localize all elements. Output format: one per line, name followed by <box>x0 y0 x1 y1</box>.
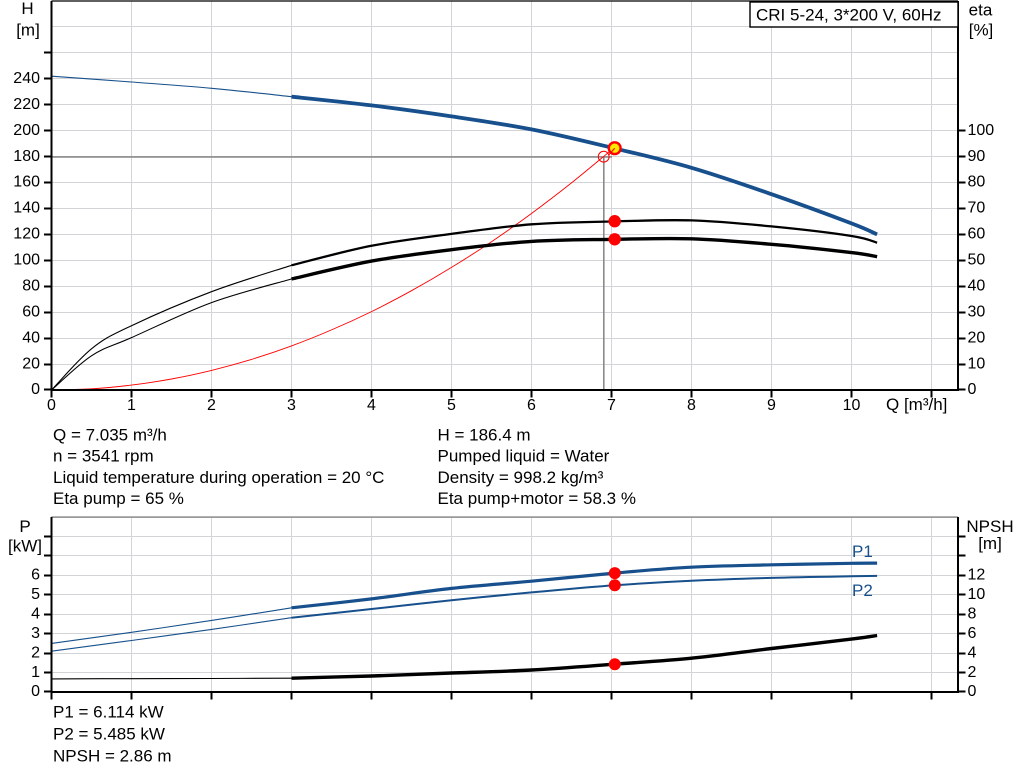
svg-text:NPSH = 2.86 m: NPSH = 2.86 m <box>53 747 172 766</box>
svg-text:P2: P2 <box>852 581 873 600</box>
svg-text:1: 1 <box>31 664 40 681</box>
svg-text:Q [m³/h]: Q [m³/h] <box>886 395 947 414</box>
svg-text:60: 60 <box>968 226 986 243</box>
svg-text:P1 = 6.114 kW: P1 = 6.114 kW <box>53 703 164 722</box>
svg-text:6: 6 <box>31 567 40 584</box>
svg-text:Liquid temperature during oper: Liquid temperature during operation = 20… <box>53 468 384 487</box>
svg-text:6: 6 <box>527 397 536 414</box>
svg-text:[m]: [m] <box>16 21 40 40</box>
svg-text:eta: eta <box>969 1 993 20</box>
svg-text:1: 1 <box>127 397 136 414</box>
svg-text:NPSH: NPSH <box>966 517 1013 536</box>
svg-text:0: 0 <box>968 381 977 398</box>
svg-text:70: 70 <box>968 200 986 217</box>
svg-text:240: 240 <box>13 70 40 87</box>
svg-text:20: 20 <box>22 355 40 372</box>
svg-text:n = 3541 rpm: n = 3541 rpm <box>53 447 154 466</box>
svg-text:40: 40 <box>22 329 40 346</box>
svg-text:Eta pump+motor = 58.3 %: Eta pump+motor = 58.3 % <box>438 489 636 508</box>
svg-text:2: 2 <box>31 644 40 661</box>
svg-text:8: 8 <box>687 397 696 414</box>
svg-text:80: 80 <box>22 278 40 295</box>
svg-text:200: 200 <box>13 122 40 139</box>
svg-text:6: 6 <box>968 625 977 642</box>
svg-text:20: 20 <box>968 329 986 346</box>
svg-text:60: 60 <box>22 303 40 320</box>
svg-text:180: 180 <box>13 148 40 165</box>
svg-text:4: 4 <box>367 397 376 414</box>
svg-text:80: 80 <box>968 174 986 191</box>
svg-text:3: 3 <box>287 397 296 414</box>
svg-text:90: 90 <box>968 148 986 165</box>
svg-text:140: 140 <box>13 200 40 217</box>
svg-text:9: 9 <box>767 397 776 414</box>
svg-text:50: 50 <box>968 252 986 269</box>
svg-text:P1: P1 <box>852 542 873 561</box>
svg-text:0: 0 <box>31 683 40 700</box>
svg-text:0: 0 <box>47 397 56 414</box>
svg-text:Pumped liquid = Water: Pumped liquid = Water <box>438 447 610 466</box>
svg-text:Density = 998.2 kg/m³: Density = 998.2 kg/m³ <box>438 468 604 487</box>
svg-text:10: 10 <box>843 397 861 414</box>
svg-text:Q = 7.035 m³/h: Q = 7.035 m³/h <box>53 426 167 445</box>
svg-text:220: 220 <box>13 96 40 113</box>
svg-text:Eta pump = 65 %: Eta pump = 65 % <box>53 489 184 508</box>
svg-text:0: 0 <box>31 381 40 398</box>
svg-text:[kW]: [kW] <box>8 537 42 556</box>
svg-text:4: 4 <box>968 644 977 661</box>
svg-text:2: 2 <box>207 397 216 414</box>
svg-text:H: H <box>21 0 33 18</box>
svg-text:120: 120 <box>13 226 40 243</box>
svg-text:H = 186.4 m: H = 186.4 m <box>438 426 531 445</box>
svg-text:160: 160 <box>13 174 40 191</box>
svg-text:7: 7 <box>607 397 616 414</box>
svg-text:5: 5 <box>447 397 456 414</box>
svg-text:10: 10 <box>968 586 986 603</box>
svg-text:[m]: [m] <box>978 534 1002 553</box>
svg-text:40: 40 <box>968 278 986 295</box>
svg-text:3: 3 <box>31 625 40 642</box>
svg-text:[%]: [%] <box>969 21 994 40</box>
svg-text:P: P <box>19 517 30 536</box>
svg-text:5: 5 <box>31 586 40 603</box>
svg-text:P2 = 5.485 kW: P2 = 5.485 kW <box>53 725 165 744</box>
svg-text:8: 8 <box>968 605 977 622</box>
svg-text:100: 100 <box>968 122 995 139</box>
svg-text:CRI 5-24, 3*200 V, 60Hz: CRI 5-24, 3*200 V, 60Hz <box>756 6 942 25</box>
svg-text:0: 0 <box>968 683 977 700</box>
svg-text:100: 100 <box>13 252 40 269</box>
svg-text:10: 10 <box>968 355 986 372</box>
svg-text:4: 4 <box>31 605 40 622</box>
svg-text:30: 30 <box>968 303 986 320</box>
svg-text:12: 12 <box>968 567 986 584</box>
svg-text:2: 2 <box>968 664 977 681</box>
